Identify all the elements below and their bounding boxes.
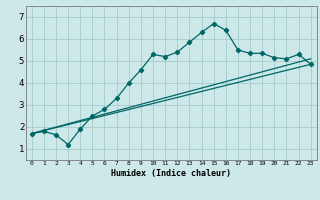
X-axis label: Humidex (Indice chaleur): Humidex (Indice chaleur)	[111, 169, 231, 178]
